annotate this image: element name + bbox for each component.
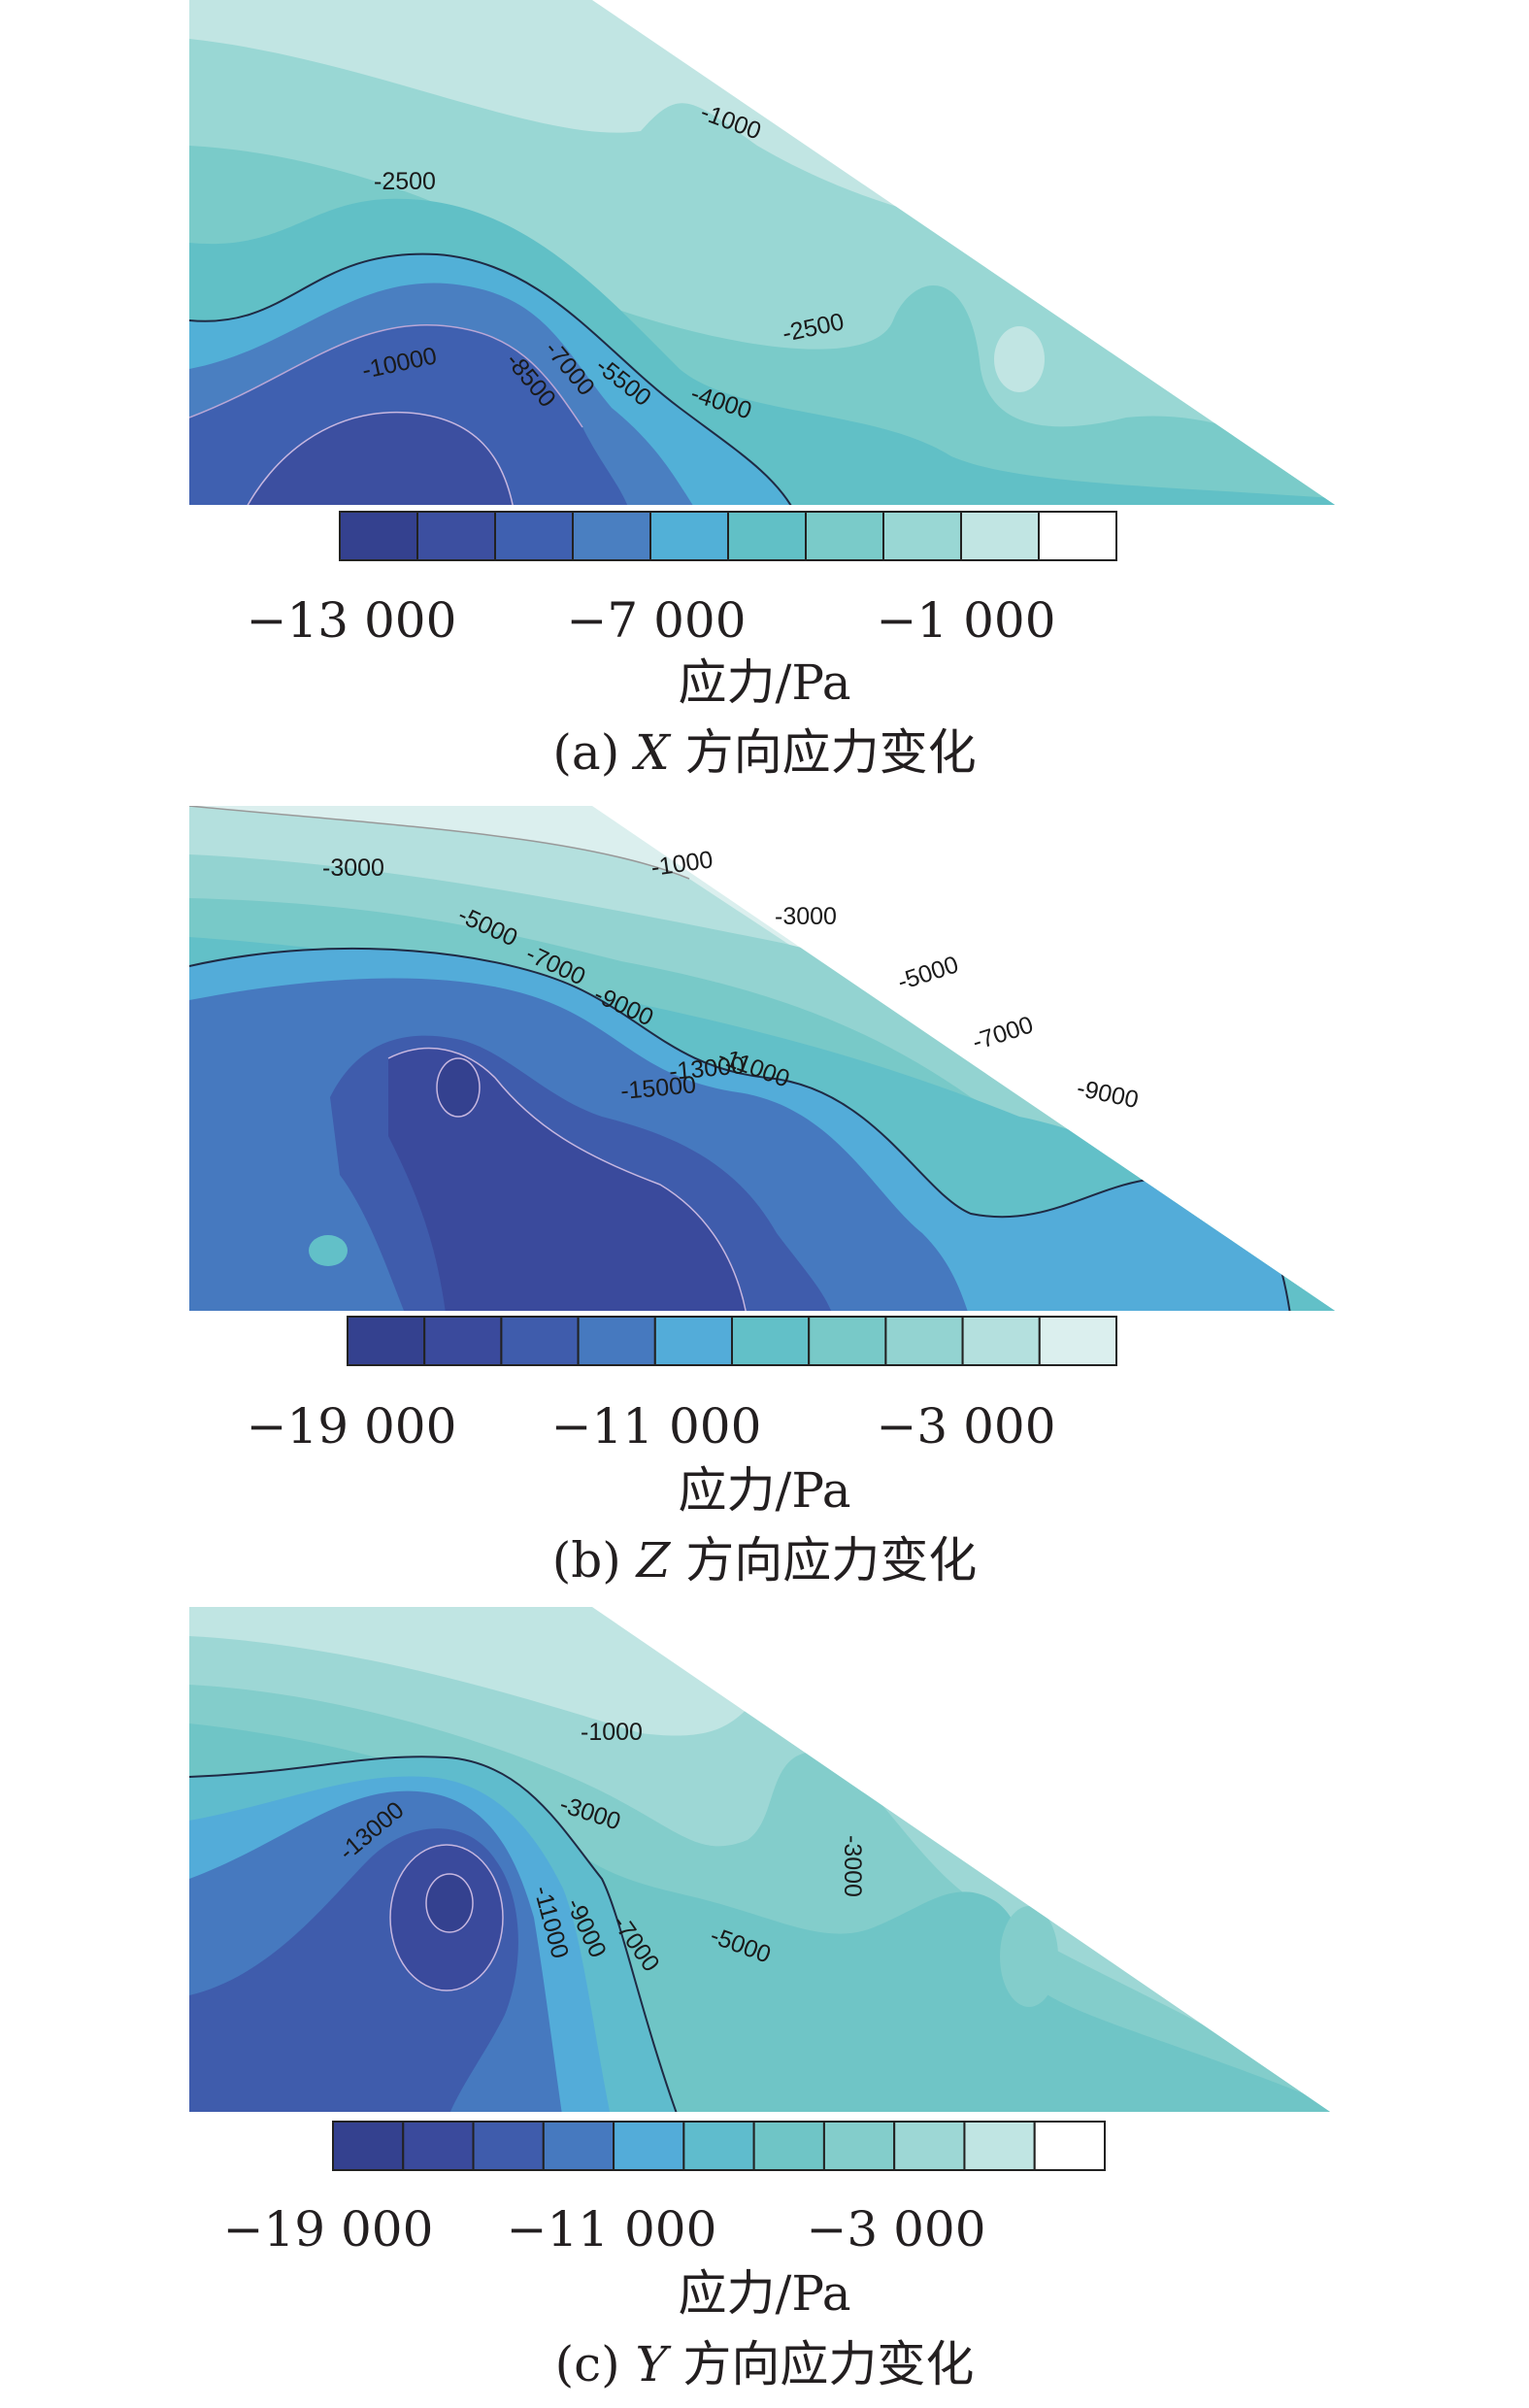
contour-label: -13000: [668, 1052, 746, 1086]
figure-caption: (b) Z 方向应力变化: [0, 1536, 1529, 1585]
colorbar-swatch: [1038, 511, 1117, 561]
colorbar-swatch: [332, 2121, 405, 2171]
contour-line: [242, 411, 515, 505]
caption-axis: Z: [636, 1532, 671, 1589]
colorbar-swatch: [1038, 1316, 1118, 1366]
contour-line: [387, 1047, 748, 1311]
contour-band: [309, 1235, 348, 1266]
figure-caption: (a) X 方向应力变化: [0, 728, 1529, 777]
colorbar-swatch: [682, 2121, 755, 2171]
contour-line: [189, 1756, 681, 2112]
caption-prefix: (c): [554, 2336, 620, 2392]
contour-band: [426, 1874, 473, 1932]
colorbar-swatch: [808, 1316, 887, 1366]
colorbar-tick-label: −13 000: [246, 592, 457, 649]
colorbar-swatch: [416, 511, 496, 561]
contour-label: -15000: [619, 1071, 697, 1105]
colorbar-swatch: [542, 2121, 615, 2171]
colorbar-swatch: [577, 1316, 656, 1366]
contour-line: [425, 1873, 474, 1933]
colorbar-swatch: [727, 511, 807, 561]
contour-label: -5000: [894, 951, 961, 995]
contour-line: [436, 1057, 481, 1118]
colorbar-unit-label: 应力/Pa: [678, 2265, 851, 2322]
contour-label: -2500: [374, 168, 436, 195]
contour-line: [189, 806, 690, 880]
colorbar-swatch: [884, 1316, 964, 1366]
contour-band: [388, 1048, 748, 1311]
colorbar-swatch: [500, 1316, 580, 1366]
contour-label: -3000: [322, 854, 384, 882]
colorbar-swatch: [653, 1316, 733, 1366]
colorbar-tick-label: −11 000: [506, 2201, 717, 2258]
caption-text: 方向应力变化: [685, 1532, 978, 1589]
colorbar-swatch: [731, 1316, 811, 1366]
colorbar-unit-label: 应力/Pa: [678, 654, 851, 711]
colorbar-swatch: [494, 511, 574, 561]
colorbar-swatch: [882, 511, 962, 561]
caption-prefix: (b): [551, 1532, 621, 1589]
contour-label: -1000: [649, 846, 715, 882]
colorbar-swatch: [805, 511, 884, 561]
contour-plot-y: -1000 -3000 -3000 -5000 -7000 -9000 -110…: [189, 1607, 1330, 2171]
colorbar-swatch: [961, 1316, 1041, 1366]
caption-axis: Y: [635, 2336, 668, 2392]
caption-text: 方向应力变化: [684, 724, 977, 781]
figure-caption: (c) Y 方向应力变化: [0, 2340, 1529, 2389]
colorbar-swatch: [339, 511, 418, 561]
colorbar-swatch: [1033, 2121, 1107, 2171]
contour-plot-x: -1000 -2500 -2500 -4000 -5500 -7000 -850…: [189, 0, 1335, 561]
colorbar-tick-label: −19 000: [246, 1398, 457, 1455]
caption-axis: X: [635, 724, 670, 781]
contour-label: -9000: [1075, 1074, 1141, 1114]
colorbar-tick-label: −3 000: [806, 2201, 986, 2258]
caption-text: 方向应力变化: [682, 2336, 975, 2392]
colorbar-swatch: [402, 2121, 475, 2171]
contour-line: [189, 324, 583, 428]
colorbar-tick-label: −7 000: [566, 592, 747, 649]
colorbar-swatch: [960, 511, 1040, 561]
colorbar-swatch: [347, 1316, 426, 1366]
colorbar: [339, 511, 1117, 561]
colorbar-swatch: [572, 511, 651, 561]
colorbar-swatch: [423, 1316, 503, 1366]
colorbar: [332, 2121, 1107, 2171]
contour-label: -7000: [969, 1011, 1036, 1055]
panel-x-stress: -1000 -2500 -2500 -4000 -5500 -7000 -850…: [0, 0, 1529, 786]
colorbar-swatch: [752, 2121, 825, 2171]
panel-y-stress: -1000 -3000 -3000 -5000 -7000 -9000 -110…: [0, 1607, 1529, 2408]
contour-label: -1000: [581, 1719, 643, 1746]
contour-label: -3000: [775, 903, 837, 930]
colorbar-swatch: [893, 2121, 966, 2171]
colorbar-swatch: [613, 2121, 685, 2171]
contour-band: [1000, 1906, 1058, 2007]
contour-band: [437, 1058, 480, 1117]
contour-band: [994, 326, 1045, 392]
contour-label: -3000: [839, 1835, 866, 1897]
colorbar-swatch: [963, 2121, 1036, 2171]
colorbar-tick-label: −11 000: [550, 1398, 762, 1455]
colorbar-swatch: [649, 511, 729, 561]
contour-line: [389, 1844, 504, 1991]
contour-plot-z: -1000 -3000 -3000 -5000 -5000 -7000 -700…: [189, 806, 1335, 1366]
colorbar-tick-label: −3 000: [876, 1398, 1056, 1455]
colorbar-swatch: [822, 2121, 896, 2171]
panel-z-stress: -1000 -3000 -3000 -5000 -5000 -7000 -700…: [0, 806, 1529, 1602]
colorbar-tick-label: −19 000: [222, 2201, 434, 2258]
colorbar-swatch: [472, 2121, 545, 2171]
colorbar: [347, 1316, 1118, 1366]
caption-prefix: (a): [552, 724, 620, 781]
colorbar-tick-label: −1 000: [876, 592, 1056, 649]
colorbar-unit-label: 应力/Pa: [678, 1462, 851, 1519]
contour-line: [189, 252, 797, 505]
